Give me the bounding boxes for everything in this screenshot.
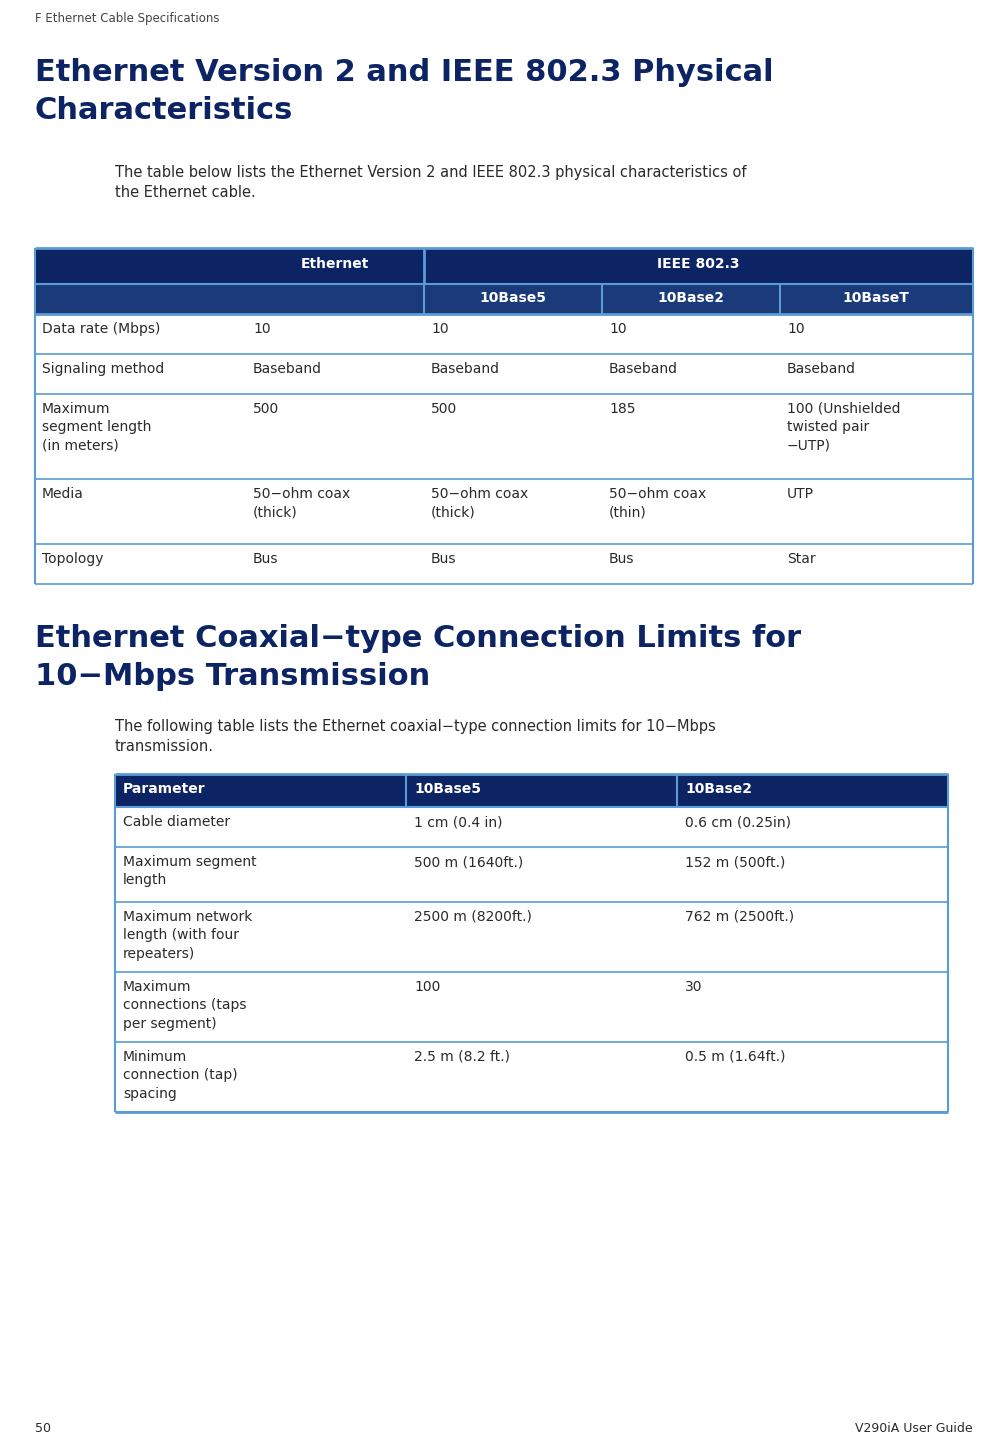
Text: 50: 50 [35, 1423, 51, 1436]
Bar [115, 1043, 948, 1112]
Text: 0.5 m (1.64ft.): 0.5 m (1.64ft.) [685, 1050, 785, 1064]
Text: Baseband: Baseband [431, 361, 500, 376]
Text: 2500 m (8200ft.): 2500 m (8200ft.) [414, 910, 532, 924]
Text: Ethernet Version 2 and IEEE 802.3 Physical
Characteristics: Ethernet Version 2 and IEEE 802.3 Physic… [35, 58, 773, 125]
Bar [115, 775, 948, 806]
Text: Topology: Topology [42, 552, 104, 566]
Bar [35, 248, 973, 284]
Text: Maximum network
length (with four
repeaters): Maximum network length (with four repeat… [123, 910, 252, 960]
Bar [35, 544, 973, 585]
Text: 10Base2: 10Base2 [657, 291, 725, 305]
Text: 500 m (1640ft.): 500 m (1640ft.) [414, 855, 523, 868]
Text: 50−ohm coax
(thick): 50−ohm coax (thick) [431, 487, 528, 520]
Text: Bus: Bus [253, 552, 278, 566]
Text: Baseband: Baseband [253, 361, 322, 376]
Text: Minimum
connection (tap)
spacing: Minimum connection (tap) spacing [123, 1050, 238, 1100]
Text: 50−ohm coax
(thick): 50−ohm coax (thick) [253, 487, 350, 520]
Bar [35, 480, 973, 544]
Bar [35, 314, 973, 354]
Text: Maximum
segment length
(in meters): Maximum segment length (in meters) [42, 402, 151, 452]
Text: Signaling method: Signaling method [42, 361, 164, 376]
Text: 762 m (2500ft.): 762 m (2500ft.) [685, 910, 794, 924]
Text: 1 cm (0.4 in): 1 cm (0.4 in) [414, 815, 503, 829]
Bar [115, 806, 948, 847]
Text: Media: Media [42, 487, 84, 501]
Text: Cable diameter: Cable diameter [123, 815, 230, 829]
Text: 0.6 cm (0.25in): 0.6 cm (0.25in) [685, 815, 791, 829]
Text: Baseband: Baseband [609, 361, 678, 376]
Text: Ethernet: Ethernet [300, 256, 369, 271]
Text: 152 m (500ft.): 152 m (500ft.) [685, 855, 785, 868]
Text: V290iA User Guide: V290iA User Guide [856, 1423, 973, 1436]
Text: 10Base2: 10Base2 [685, 782, 752, 796]
Text: Star: Star [787, 552, 815, 566]
Text: The following table lists the Ethernet coaxial−type connection limits for 10−Mbp: The following table lists the Ethernet c… [115, 719, 716, 753]
Text: Baseband: Baseband [787, 361, 856, 376]
Text: UTP: UTP [787, 487, 814, 501]
Text: Parameter: Parameter [123, 782, 206, 796]
Bar [35, 354, 973, 395]
Bar [35, 395, 973, 480]
Text: Data rate (Mbps): Data rate (Mbps) [42, 323, 160, 336]
Text: 100: 100 [414, 981, 440, 994]
Text: 10: 10 [787, 323, 804, 336]
Text: Maximum
connections (taps
per segment): Maximum connections (taps per segment) [123, 981, 247, 1031]
Text: 10: 10 [431, 323, 449, 336]
Text: 10Base5: 10Base5 [480, 291, 546, 305]
Bar [115, 972, 948, 1043]
Text: 30: 30 [685, 981, 703, 994]
Text: Ethernet Coaxial−type Connection Limits for
10−Mbps Transmission: Ethernet Coaxial−type Connection Limits … [35, 624, 801, 691]
Bar [115, 847, 948, 901]
Text: 185: 185 [609, 402, 635, 416]
Text: F Ethernet Cable Specifications: F Ethernet Cable Specifications [35, 12, 220, 24]
Bar [35, 284, 973, 314]
Text: The table below lists the Ethernet Version 2 and IEEE 802.3 physical characteris: The table below lists the Ethernet Versi… [115, 166, 747, 200]
Text: IEEE 802.3: IEEE 802.3 [657, 256, 739, 271]
Text: Maximum segment
length: Maximum segment length [123, 855, 257, 887]
Text: 100 (Unshielded
twisted pair
−UTP): 100 (Unshielded twisted pair −UTP) [787, 402, 900, 452]
Text: 10BaseT: 10BaseT [843, 291, 909, 305]
Text: 500: 500 [253, 402, 279, 416]
Text: 10: 10 [609, 323, 627, 336]
Text: Bus: Bus [609, 552, 634, 566]
Text: 500: 500 [431, 402, 458, 416]
Text: 10: 10 [253, 323, 270, 336]
Text: 2.5 m (8.2 ft.): 2.5 m (8.2 ft.) [414, 1050, 510, 1064]
Text: 10Base5: 10Base5 [414, 782, 481, 796]
Text: Bus: Bus [431, 552, 457, 566]
Bar [115, 901, 948, 972]
Text: 50−ohm coax
(thin): 50−ohm coax (thin) [609, 487, 707, 520]
